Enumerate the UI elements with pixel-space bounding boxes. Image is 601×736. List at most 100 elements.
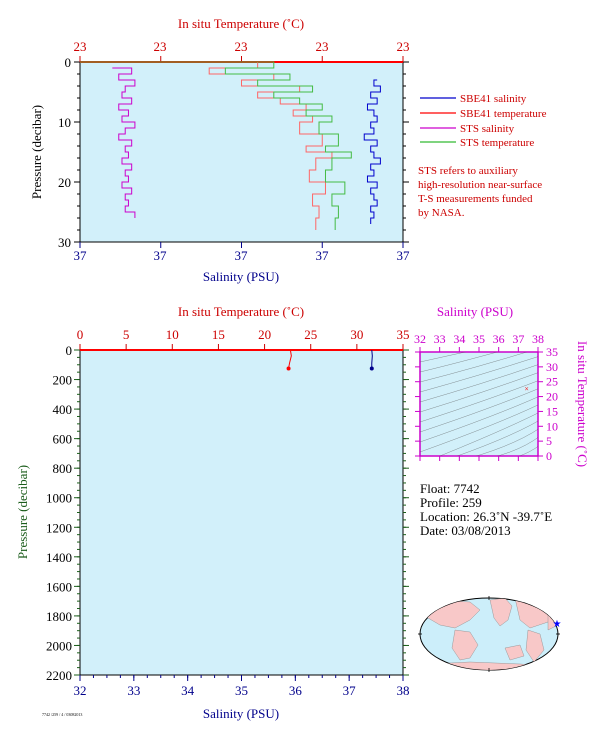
main-temp-tick-label: 5	[123, 327, 130, 342]
series-line-sts-salinity	[112, 67, 136, 218]
sts-note-line: high-resolution near-surface	[418, 179, 542, 191]
date: Date: 03/08/2013	[420, 523, 511, 538]
ts-temp-tick-label: 20	[546, 390, 558, 404]
main-pressure-tick-label: 600	[53, 432, 73, 447]
main-pressure-tick-label: 1400	[46, 550, 72, 565]
legend-label-sbe41-temperature: SBE41 temperature	[460, 108, 547, 120]
series-line-sts-temperature	[80, 61, 352, 230]
sts-note: STS refers to auxiliary high-resolution …	[418, 165, 542, 219]
main-sal-tick-label: 37	[343, 683, 357, 698]
top-sal-tick-label: 37	[74, 248, 88, 263]
top-pressure-tick-label: 0	[65, 55, 72, 70]
ts-sal-tick-label: 35	[473, 332, 485, 346]
ts-temp-tick-label: 0	[546, 449, 552, 463]
top-chart: In situ Temperature (˚C) 23 23 23 23 23 …	[29, 16, 547, 284]
top-temp-tick-label: 23	[74, 39, 87, 54]
ts-point: ×	[524, 384, 529, 393]
main-sal-tick-label: 36	[289, 683, 303, 698]
legend-label-sts-temperature: STS temperature	[460, 137, 534, 149]
top-sal-tick-label: 37	[235, 248, 249, 263]
main-sal-tick-label: 34	[181, 683, 195, 698]
top-sal-ticks: 37 37 37 37 37	[74, 248, 411, 263]
main-temp-tick-label: 0	[77, 327, 84, 342]
main-temp-tick-label: 15	[212, 327, 225, 342]
main-temp-axis-title: In situ Temperature (˚C)	[178, 304, 304, 319]
ts-temp-tick-label: 35	[546, 345, 558, 359]
top-temp-ticks: 23 23 23 23 23	[74, 39, 410, 54]
legend-label-sbe41-salinity: SBE41 salinity	[460, 93, 527, 105]
ts-temp-tick-label: 30	[546, 360, 558, 374]
top-sal-tick-label: 37	[154, 248, 168, 263]
ts-plot-area	[419, 351, 539, 457]
top-pressure-axis-title: Pressure (decibar)	[29, 105, 44, 199]
ts-temp-tick-label: 10	[546, 419, 558, 433]
main-temp-tick-label: 10	[166, 327, 179, 342]
float-id: Float: 7742	[420, 481, 480, 496]
ts-temp-tick-label: 25	[546, 375, 558, 389]
top-temp-tick-label: 23	[397, 39, 410, 54]
top-series	[80, 61, 381, 230]
sts-note-line: T-S measurements funded	[418, 193, 533, 205]
ts-sal-tick-label: 33	[434, 332, 446, 346]
top-temp-tick-label: 23	[235, 39, 248, 54]
density-contours	[420, 352, 538, 456]
sts-note-line: STS refers to auxiliary	[418, 165, 518, 177]
top-legend: SBE41 salinity SBE41 temperature STS sal…	[420, 93, 547, 149]
series-line-salinity	[371, 349, 373, 369]
ts-temp-tick-label: 15	[546, 404, 558, 418]
legend-label-sts-salinity: STS salinity	[460, 123, 515, 135]
ts-temp-tick-label: 5	[546, 434, 552, 448]
float-position-star: ★	[553, 619, 562, 630]
main-pressure-tick-label: 2000	[46, 638, 72, 653]
main-temp-tick-label: 35	[397, 327, 410, 342]
main-sal-tick-label: 32	[74, 683, 87, 698]
main-sal-tick-label: 33	[127, 683, 140, 698]
top-temp-tick-label: 23	[316, 39, 329, 54]
ts-sal-axis-title: Salinity (PSU)	[437, 304, 513, 319]
footer-id: 7742 /259 / 4 / 03082013	[42, 712, 82, 717]
location: Location: 26.3˚N -39.7˚E	[420, 509, 552, 524]
top-temp-axis-title: In situ Temperature (˚C)	[178, 16, 304, 31]
top-pressure-ticks: 0 10 20 30	[58, 55, 409, 250]
ts-sal-tick-label: 34	[453, 332, 465, 346]
main-series	[286, 349, 374, 371]
ts-temp-axis-title: In situ Temperature (˚C)	[575, 341, 590, 467]
series-line-sbe41-temperature	[80, 61, 333, 230]
main-temp-tick-label: 20	[258, 327, 271, 342]
main-pressure-tick-label: 800	[53, 461, 73, 476]
main-pressure-tick-label: 1800	[46, 609, 72, 624]
main-pressure-tick-label: 0	[66, 343, 73, 358]
main-temp-tick-label: 25	[304, 327, 317, 342]
main-pressure-axis-title: Pressure (decibar)	[15, 465, 30, 559]
top-sal-tick-label: 37	[397, 248, 411, 263]
main-pressure-tick-label: 400	[53, 402, 73, 417]
ts-diagram: Salinity (PSU) In situ Temperature (˚C) …	[414, 304, 590, 467]
ts-sal-tick-label: 32	[414, 332, 426, 346]
world-map: ★	[418, 596, 562, 672]
map-graticule	[418, 596, 560, 672]
profile-number: Profile: 259	[420, 495, 482, 510]
top-pressure-tick-label: 10	[58, 115, 71, 130]
main-pressure-tick-label: 1600	[46, 579, 72, 594]
main-sal-axis-title: Salinity (PSU)	[203, 706, 279, 721]
main-sal-tick-label: 35	[235, 683, 248, 698]
top-sal-axis-title: Salinity (PSU)	[203, 269, 279, 284]
main-pressure-tick-label: 2200	[46, 668, 72, 683]
main-pressure-tick-label: 1200	[46, 520, 72, 535]
top-temp-tick-label: 23	[154, 39, 167, 54]
ts-sal-tick-label: 37	[512, 332, 524, 346]
main-temp-tick-label: 30	[350, 327, 363, 342]
series-line-temperature	[288, 349, 292, 369]
sts-note-line: by NASA.	[418, 207, 465, 219]
ts-sal-tick-label: 38	[532, 332, 544, 346]
main-pressure-tick-label: 200	[53, 373, 73, 388]
main-plot-area	[79, 349, 404, 676]
top-pressure-tick-label: 20	[58, 175, 71, 190]
main-pressure-tick-label: 1000	[46, 491, 72, 506]
top-pressure-tick-label: 30	[58, 235, 71, 250]
series-end-point	[286, 366, 291, 371]
main-sal-tick-label: 38	[397, 683, 410, 698]
series-line-sbe41-salinity	[363, 79, 381, 224]
